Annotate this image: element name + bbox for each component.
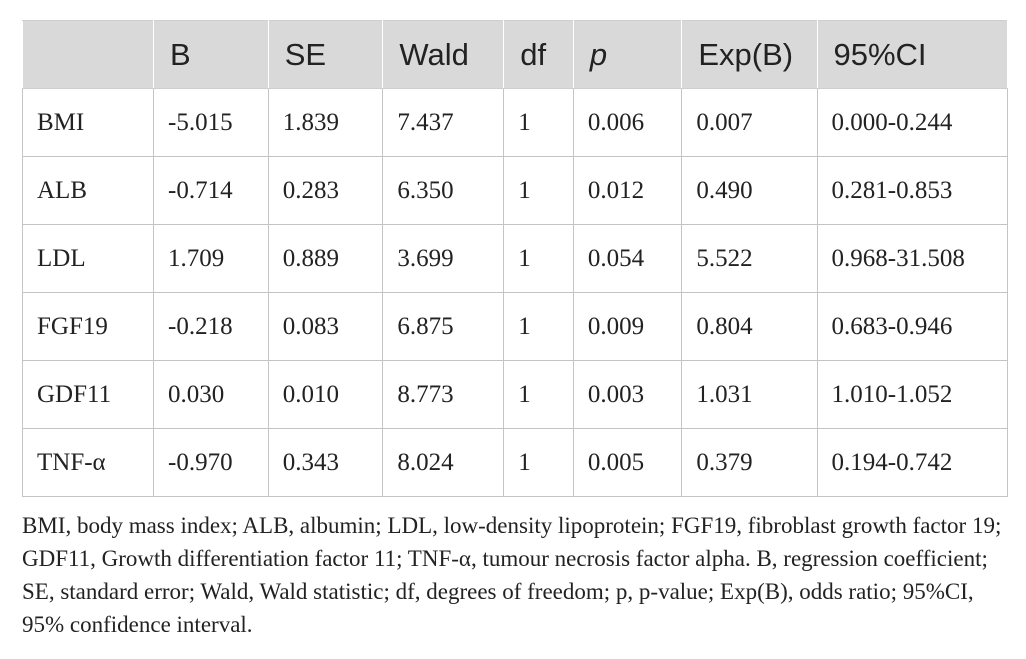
table-cell: 1 (503, 428, 574, 497)
row-label-cell: GDF11 (21, 360, 155, 429)
row-label-cell: TNF-α (21, 428, 155, 497)
table-cell: 6.875 (382, 292, 505, 361)
table-cell: 1 (503, 292, 574, 361)
table-cell: 0.003 (572, 360, 683, 429)
header-cell-df: df (503, 20, 574, 89)
table-row: FGF19 -0.218 0.083 6.875 1 0.009 0.804 0… (21, 292, 1008, 361)
table-footnote: BMI, body mass index; ALB, albumin; LDL,… (22, 513, 1002, 637)
table-cell: 0.889 (267, 224, 384, 293)
table-cell: -0.714 (153, 156, 269, 225)
table-row: TNF-α -0.970 0.343 8.024 1 0.005 0.379 0… (21, 428, 1008, 497)
header-cell-wald: Wald (382, 20, 505, 89)
row-label-cell: ALB (21, 156, 155, 225)
table-cell: 8.773 (382, 360, 505, 429)
header-cell-p: p (572, 20, 683, 89)
table-cell: 1 (503, 156, 574, 225)
table-cell: 1 (503, 360, 574, 429)
table-cell: 7.437 (382, 88, 505, 157)
table-cell: 0.968-31.508 (816, 224, 1008, 293)
table-cell: 3.699 (382, 224, 505, 293)
table-cell: 0.281-0.853 (816, 156, 1008, 225)
header-cell-variable (21, 20, 155, 89)
table-cell: 1.031 (681, 360, 818, 429)
header-cell-ci: 95%CI (816, 20, 1008, 89)
row-label-cell: BMI (21, 88, 155, 157)
header-cell-b: B (153, 20, 269, 89)
table-cell: 0.007 (681, 88, 818, 157)
row-label-cell: LDL (21, 224, 155, 293)
table-cell: 1.010-1.052 (816, 360, 1008, 429)
table-cell: 8.024 (382, 428, 505, 497)
table-cell: 0.343 (267, 428, 384, 497)
table-cell: 5.522 (681, 224, 818, 293)
table-row: GDF11 0.030 0.010 8.773 1 0.003 1.031 1.… (21, 360, 1008, 429)
table-cell: 0.006 (572, 88, 683, 157)
table-cell: 1.709 (153, 224, 269, 293)
table-cell: -0.970 (153, 428, 269, 497)
table-cell: 0.005 (572, 428, 683, 497)
table-cell: -5.015 (153, 88, 269, 157)
table-cell: 0.490 (681, 156, 818, 225)
table-cell: 1 (503, 224, 574, 293)
regression-table-container: B SE Wald df p Exp(B) 95%CI BMI -5.015 1… (21, 20, 1008, 497)
table-cell: 6.350 (382, 156, 505, 225)
table-cell: 0.012 (572, 156, 683, 225)
regression-table: B SE Wald df p Exp(B) 95%CI BMI -5.015 1… (21, 20, 1008, 497)
table-cell: 0.804 (681, 292, 818, 361)
header-cell-exp-b: Exp(B) (681, 20, 818, 89)
table-cell: 1 (503, 88, 574, 157)
header-cell-se: SE (267, 20, 384, 89)
table-cell: 0.379 (681, 428, 818, 497)
table-row: LDL 1.709 0.889 3.699 1 0.054 5.522 0.96… (21, 224, 1008, 293)
table-cell: 0.010 (267, 360, 384, 429)
table-cell: 0.194-0.742 (816, 428, 1008, 497)
table-cell: 0.083 (267, 292, 384, 361)
table-cell: 0.030 (153, 360, 269, 429)
table-cell: 0.009 (572, 292, 683, 361)
table-cell: 0.054 (572, 224, 683, 293)
table-cell: 0.000-0.244 (816, 88, 1008, 157)
table-row: BMI -5.015 1.839 7.437 1 0.006 0.007 0.0… (21, 88, 1008, 157)
table-cell: -0.218 (153, 292, 269, 361)
row-label-cell: FGF19 (21, 292, 155, 361)
table-cell: 0.683-0.946 (816, 292, 1008, 361)
table-cell: 0.283 (267, 156, 384, 225)
table-header-row: B SE Wald df p Exp(B) 95%CI (21, 20, 1008, 89)
table-row: ALB -0.714 0.283 6.350 1 0.012 0.490 0.2… (21, 156, 1008, 225)
table-cell: 1.839 (267, 88, 384, 157)
